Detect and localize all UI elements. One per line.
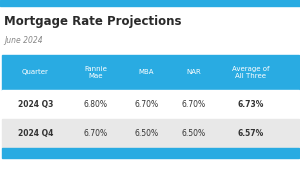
Bar bbox=[2, 55, 298, 90]
Text: Average of
All Three: Average of All Three bbox=[232, 66, 270, 79]
Text: 6.73%: 6.73% bbox=[238, 100, 264, 109]
Text: Quarter: Quarter bbox=[22, 69, 49, 75]
Text: 2024 Q4: 2024 Q4 bbox=[17, 129, 53, 138]
Text: 6.70%: 6.70% bbox=[84, 129, 108, 138]
Text: Mortgage Rate Projections: Mortgage Rate Projections bbox=[4, 15, 182, 28]
Text: MBA: MBA bbox=[139, 69, 154, 75]
Bar bbox=[2, 119, 298, 148]
Bar bbox=[2, 90, 298, 119]
Text: 6.50%: 6.50% bbox=[182, 129, 206, 138]
Text: NAR: NAR bbox=[186, 69, 201, 75]
Text: 6.70%: 6.70% bbox=[182, 100, 206, 109]
Text: 6.70%: 6.70% bbox=[134, 100, 158, 109]
Text: Fannie
Mae: Fannie Mae bbox=[84, 66, 107, 79]
Text: 6.80%: 6.80% bbox=[84, 100, 108, 109]
Bar bbox=[2, 148, 298, 158]
Text: 6.57%: 6.57% bbox=[238, 129, 264, 138]
Bar bbox=[0, 0, 300, 6]
Text: June 2024: June 2024 bbox=[4, 36, 43, 45]
Text: 6.50%: 6.50% bbox=[134, 129, 158, 138]
Text: 2024 Q3: 2024 Q3 bbox=[17, 100, 53, 109]
